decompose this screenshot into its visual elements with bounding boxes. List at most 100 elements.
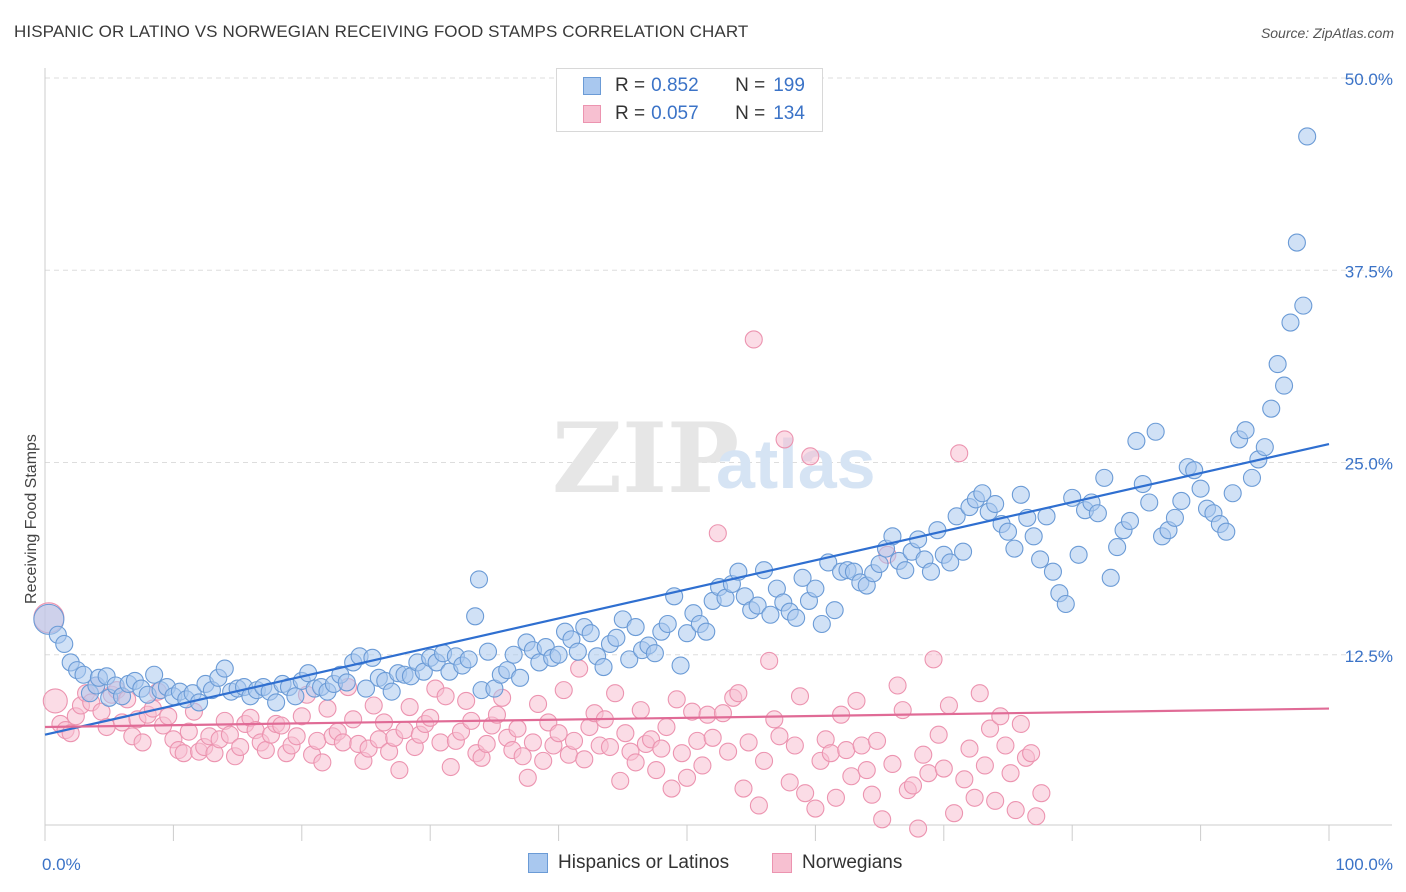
- norwegian-point: [893, 701, 912, 720]
- hispanic-point: [1056, 594, 1075, 614]
- norwegian-point: [616, 724, 635, 743]
- correlation-legend: R = 0.852 N = 199 R = 0.057 N = 134: [556, 68, 823, 132]
- norwegian-point: [626, 753, 645, 772]
- y-axis-label-wrap: Receiving Food Stamps: [20, 370, 44, 670]
- legend-row-norwegian: R = 0.057 N = 134: [583, 102, 805, 126]
- hispanic-point: [1262, 399, 1281, 418]
- legend-swatch-blue: [583, 77, 601, 95]
- y-tick-label: 12.5%: [1345, 647, 1393, 666]
- norwegian-point: [688, 731, 707, 750]
- norwegian-point: [775, 430, 794, 449]
- hispanic-point: [1165, 508, 1184, 527]
- norwegian-point: [929, 725, 948, 744]
- hispanic-point: [697, 622, 716, 641]
- hispanic-point: [1294, 296, 1313, 315]
- x-tick-label: 0.0%: [42, 855, 81, 874]
- hispanic-point: [594, 658, 613, 677]
- hispanic-point: [626, 618, 645, 637]
- hispanic-point: [469, 570, 489, 589]
- hispanic-point: [1140, 493, 1159, 512]
- legend-item-hispanic: Hispanics or Latinos: [528, 852, 729, 874]
- norwegian-point: [554, 681, 573, 700]
- norwegian-point: [867, 731, 887, 750]
- hispanic-point: [947, 507, 966, 526]
- norwegian-point: [857, 761, 876, 780]
- legend-n-label: N =: [735, 75, 766, 96]
- norwegian-point: [133, 733, 152, 752]
- norwegian-point: [441, 757, 460, 777]
- norwegian-point: [739, 733, 758, 752]
- norwegian-point: [919, 764, 938, 783]
- norwegian-point: [1027, 807, 1046, 826]
- hispanic-point: [620, 650, 639, 669]
- legend-n-value: 134: [773, 103, 805, 124]
- norwegian-point: [975, 756, 994, 775]
- hispanic-point: [55, 634, 74, 654]
- norwegian-point: [606, 684, 625, 703]
- norwegian-point: [487, 705, 507, 724]
- hispanic-point: [986, 494, 1005, 514]
- norwegian-point: [862, 785, 881, 804]
- hispanic-point: [748, 596, 767, 615]
- hispanic-point: [1298, 127, 1317, 146]
- hispanic-point: [761, 605, 780, 624]
- trend-lines: [44, 442, 1330, 736]
- norwegian-point: [1001, 764, 1020, 783]
- norwegian-point: [174, 744, 193, 763]
- hispanic-point: [1024, 527, 1043, 546]
- norwegian-point: [698, 705, 717, 724]
- norwegian-point: [421, 708, 440, 727]
- hispanic-point: [806, 579, 825, 598]
- legend-n-value: 199: [773, 75, 805, 96]
- hispanic-point: [825, 601, 844, 620]
- hispanic-point: [1172, 491, 1191, 511]
- norwegian-point: [785, 736, 804, 755]
- norwegian-point: [672, 744, 691, 763]
- norwegian-point: [934, 759, 953, 778]
- norwegian-point: [708, 524, 727, 543]
- norwegian-point: [780, 773, 799, 792]
- norwegian-point: [1022, 744, 1041, 763]
- norwegian-point: [570, 659, 589, 678]
- norwegian-point: [457, 691, 476, 710]
- norwegian-point: [888, 676, 907, 695]
- hispanic-point: [787, 608, 806, 627]
- norwegian-point: [939, 696, 958, 715]
- legend-r-value: 0.057: [651, 103, 699, 124]
- watermark-atlas: atlas: [716, 425, 876, 503]
- hispanic-point: [883, 527, 902, 546]
- legend-r-value: 0.852: [651, 75, 699, 96]
- norwegian-point: [729, 684, 748, 703]
- norwegian-point: [924, 650, 943, 669]
- norwegian-point: [662, 779, 681, 798]
- norwegian-point: [600, 737, 620, 757]
- chart-title: HISPANIC OR LATINO VS NORWEGIAN RECEIVIN…: [14, 22, 749, 41]
- norwegian-point: [508, 719, 527, 738]
- norwegian-point: [611, 771, 630, 790]
- hispanic-point: [954, 542, 973, 561]
- norwegian-point: [513, 747, 532, 766]
- hispanic-point: [459, 650, 478, 669]
- legend-n-label: N =: [735, 103, 766, 124]
- hispanic-point: [215, 659, 234, 678]
- norwegian-point: [991, 707, 1010, 726]
- source-label: Source: ZipAtlas.com: [1260, 25, 1394, 41]
- norwegian-point: [801, 447, 820, 466]
- tick-labels: 12.5% 25.0% 37.5% 50.0% 0.0% 100.0%: [42, 70, 1393, 874]
- norwegian-point: [179, 722, 198, 741]
- norwegian-point: [272, 716, 291, 735]
- hispanic-point: [677, 624, 697, 643]
- hispanic-point: [190, 693, 209, 712]
- norwegian-point: [873, 810, 892, 829]
- norwegian-point: [821, 744, 840, 763]
- norwegian-point: [719, 742, 738, 761]
- hispanic-point: [286, 687, 305, 706]
- norwegian-point: [677, 768, 697, 787]
- hispanic-point: [1217, 522, 1236, 541]
- norwegian-point: [333, 733, 352, 752]
- hispanic-point: [1108, 538, 1127, 557]
- hispanic-point: [1223, 484, 1242, 503]
- norwegian-point: [909, 819, 928, 838]
- hispanic-point: [1069, 545, 1088, 564]
- hispanic-point: [1120, 511, 1140, 530]
